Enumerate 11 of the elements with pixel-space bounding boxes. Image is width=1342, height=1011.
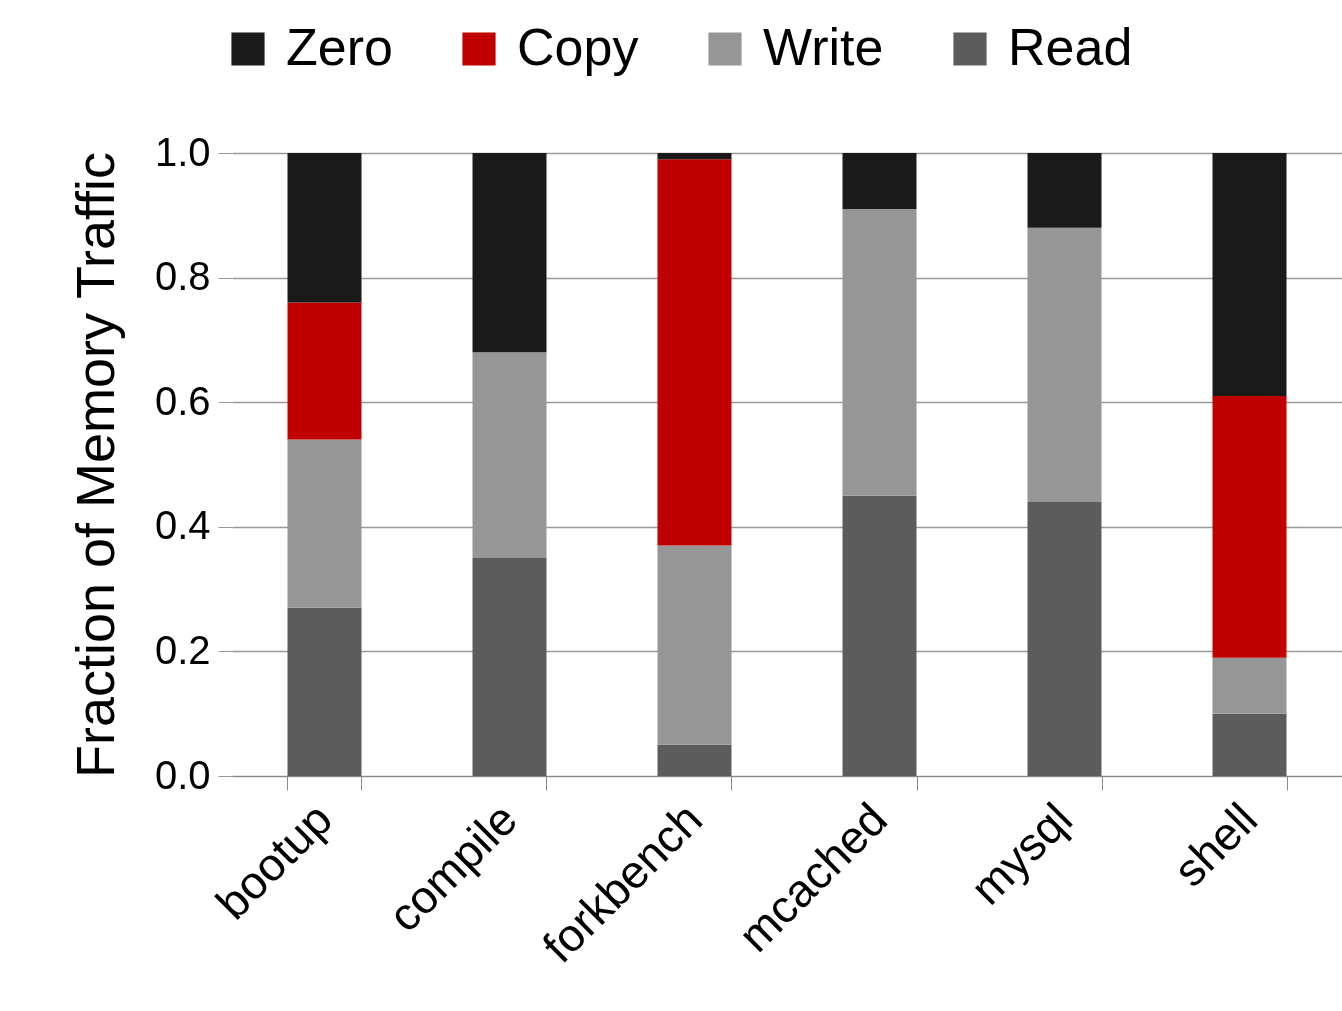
legend-label: Write [763,18,884,76]
y-axis-title: Fraction of Memory Traffic [64,151,125,779]
y-tick-label: 0.0 [154,752,211,797]
legend-label: Zero [286,18,393,76]
legend-label: Read [1008,18,1133,76]
y-tick-label: 0.2 [154,627,211,672]
y-tick-label: 0.6 [154,378,211,423]
y-tick-label: 0.4 [154,503,211,548]
legend-label: Copy [517,18,639,76]
y-tick-label: 1.0 [154,129,211,174]
y-tick-label: 0.8 [154,254,211,299]
